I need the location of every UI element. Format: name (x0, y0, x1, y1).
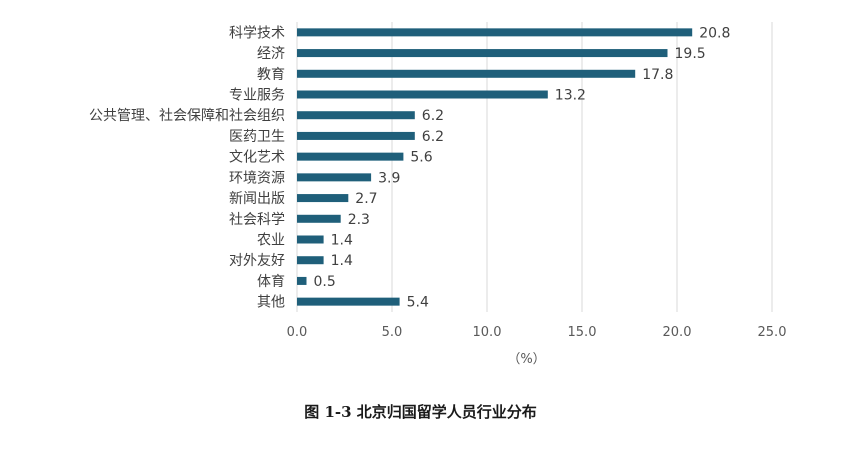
category-label: 专业服务 (229, 88, 285, 104)
x-tick-label: 15.0 (568, 325, 597, 340)
value-label: 1.4 (331, 253, 353, 269)
category-label: 新闻出版 (229, 191, 285, 207)
value-label: 1.4 (331, 233, 353, 249)
bar (297, 173, 372, 182)
bar (297, 152, 404, 161)
value-label: 2.7 (355, 191, 377, 207)
x-tick-label: 20.0 (663, 325, 692, 340)
category-label: 公共管理、社会保障和社会组织 (89, 108, 285, 124)
bar (297, 69, 636, 78)
value-label: 5.6 (410, 150, 432, 166)
value-label: 3.9 (378, 170, 400, 186)
bar (297, 111, 415, 120)
value-label: 13.2 (555, 88, 586, 104)
bar (297, 235, 324, 244)
category-label: 社会科学 (229, 212, 285, 228)
bar (297, 194, 349, 203)
category-label: 医药卫生 (229, 129, 285, 145)
category-label: 农业 (257, 233, 285, 249)
x-axis-unit-label: （%） (507, 352, 545, 367)
x-tick-label: 0.0 (287, 325, 308, 340)
bar (297, 131, 415, 140)
category-label: 科学技术 (229, 25, 285, 41)
bar (297, 256, 324, 265)
bar-chart: 科学技术经济教育专业服务公共管理、社会保障和社会组织医药卫生文化艺术环境资源新闻… (89, 22, 787, 367)
value-label: 0.5 (314, 274, 336, 290)
x-tick-label: 10.0 (473, 325, 502, 340)
category-label: 环境资源 (229, 170, 285, 186)
value-label: 2.3 (348, 212, 370, 228)
x-tick-labels: 0.0 5.0 10.0 15.0 20.0 25.0 (287, 325, 787, 340)
category-label: 对外友好 (229, 253, 285, 269)
category-label: 文化艺术 (229, 150, 285, 166)
category-label: 经济 (257, 46, 285, 62)
gridlines (296, 22, 773, 312)
category-label: 体育 (257, 274, 285, 290)
value-label: 17.8 (642, 67, 673, 83)
bar (297, 276, 307, 285)
category-label: 教育 (257, 67, 285, 83)
bars (297, 28, 693, 306)
category-labels: 科学技术经济教育专业服务公共管理、社会保障和社会组织医药卫生文化艺术环境资源新闻… (89, 25, 285, 310)
value-label: 6.2 (422, 129, 444, 145)
x-tick-label: 25.0 (758, 325, 787, 340)
category-label: 其他 (257, 295, 285, 311)
bar (297, 28, 693, 37)
value-label: 6.2 (422, 108, 444, 124)
x-tick-label: 5.0 (382, 325, 403, 340)
bar (297, 214, 341, 223)
bar (297, 297, 400, 306)
value-labels: 20.8 19.517.8 13.2 6.2 6.2 5.6 3.92.7 2.3 1.4 1.4… (314, 25, 731, 310)
value-label: 19.5 (675, 46, 706, 62)
value-label: 5.4 (407, 295, 429, 311)
figure-caption: 图 1-3 北京归国留学人员行业分布 (304, 403, 537, 421)
bar (297, 49, 668, 58)
value-label: 20.8 (699, 25, 730, 41)
bar (297, 90, 548, 99)
